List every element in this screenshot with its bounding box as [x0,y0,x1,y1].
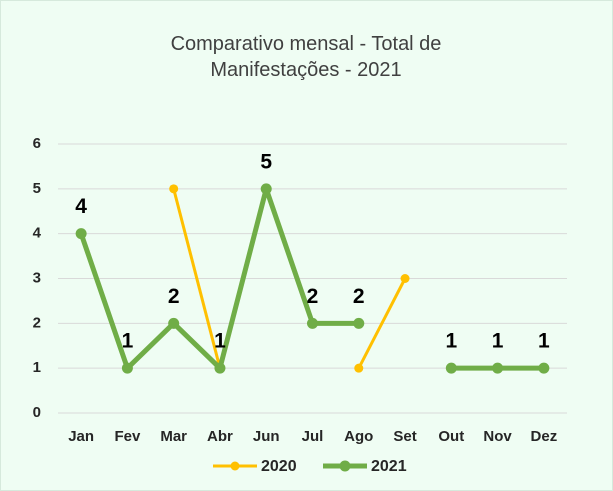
data-label: 4 [75,195,87,218]
marker [354,363,364,373]
x-tick-label: Ago [344,428,373,445]
x-tick-label: Jul [302,428,324,445]
data-label: 5 [260,150,272,173]
marker [538,362,550,374]
legend-label: 2021 [371,458,407,475]
data-label: 1 [214,330,226,353]
legend-marker [339,460,351,472]
marker [353,317,365,329]
marker [307,317,318,329]
x-tick-label: Jun [253,428,280,445]
chart-title: Comparativo mensal - Total de Manifestaç… [170,33,442,81]
y-tick-label: 4 [33,225,42,242]
data-label: 2 [353,285,365,308]
x-tick-label: Abr [207,428,233,445]
series-line [172,188,222,369]
x-tick-label: Fev [114,428,141,445]
marker [121,362,133,374]
x-tick-label: Nov [483,428,512,445]
marker [400,274,410,283]
legend-label: 2020 [261,458,297,475]
data-label: 1 [538,330,550,353]
x-tick-label: Dez [531,428,558,445]
marker [492,362,504,374]
data-label: 1 [445,330,457,353]
legend-marker [230,461,240,471]
marker [214,362,226,374]
series-line [357,277,407,369]
marker [260,183,272,195]
y-tick-label: 2 [33,314,41,331]
x-tick-label: Jan [68,428,94,445]
marker [75,228,87,240]
y-tick-label: 0 [33,404,41,421]
y-tick-label: 3 [33,269,41,286]
x-tick-label: Set [393,428,416,445]
y-tick-label: 6 [33,135,41,152]
data-label: 2 [168,285,180,308]
y-tick-label: 5 [33,180,41,197]
data-label: 1 [492,330,504,353]
marker [169,184,179,194]
marker [445,362,457,374]
marker [168,317,180,329]
x-tick-label: Mar [160,428,187,445]
x-tick-label: Out [438,428,464,445]
data-label: 1 [122,330,134,353]
data-label: 2 [307,285,319,308]
y-tick-label: 1 [33,359,41,376]
